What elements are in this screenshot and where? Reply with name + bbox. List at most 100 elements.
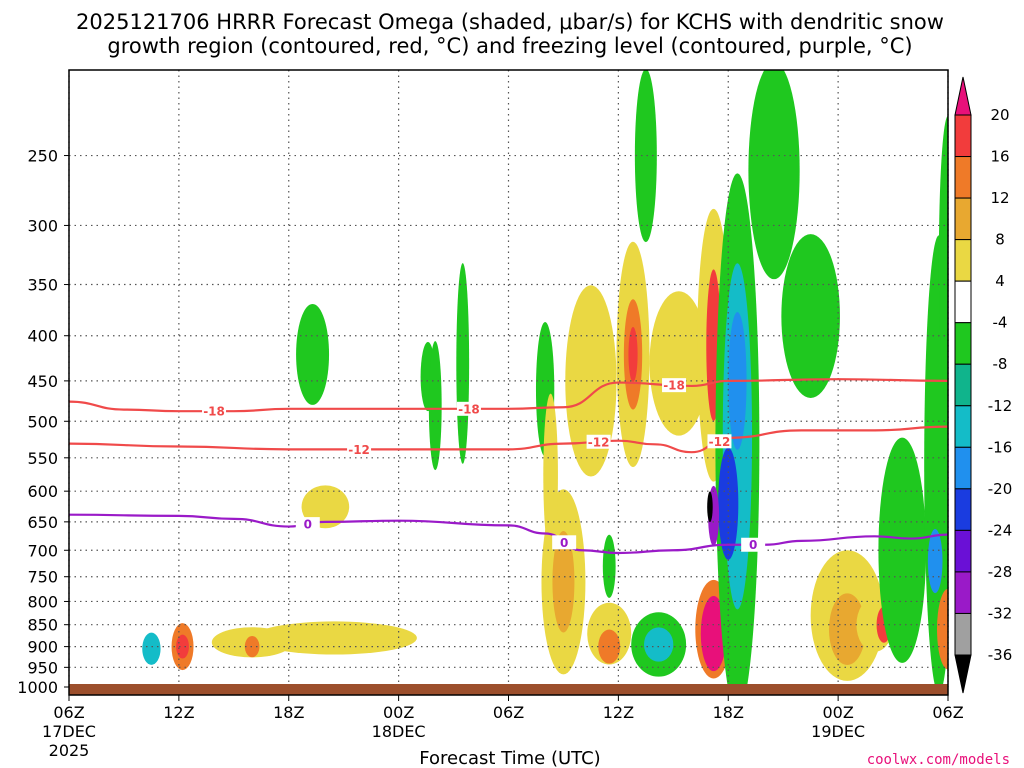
y-tick-label: 850: [27, 616, 58, 635]
chart-title-line-1: 2025121706 HRRR Forecast Omega (shaded, …: [76, 10, 944, 34]
x-tick-label: 18Z: [273, 703, 304, 722]
y-tick-label: 400: [27, 327, 58, 346]
x-tick-label: 18Z: [713, 703, 744, 722]
colorbar-label: -4: [993, 314, 1008, 332]
contour-label-bg: [295, 517, 320, 532]
y-tick-label: 350: [27, 276, 58, 295]
y-tick-label: 500: [27, 412, 58, 431]
colorbar-label: 8: [995, 231, 1005, 249]
gridlines: [68, 70, 949, 688]
colorbar-label: 12: [990, 189, 1009, 207]
colorbar-label: 16: [990, 148, 1009, 166]
credit-text: coolwx.com/models: [867, 752, 1010, 768]
contour-label-bg: [662, 378, 687, 393]
omega-blob: [634, 70, 657, 243]
omega-blob: [718, 447, 739, 560]
omega-blob: [296, 303, 330, 405]
omega-blob: [781, 234, 840, 398]
colorbar-bin: [954, 488, 972, 531]
contour-label: 0: [560, 536, 568, 550]
colorbar-bin: [954, 156, 972, 199]
omega-blob: [628, 327, 638, 382]
omega-blob: [707, 491, 713, 523]
contour-label: -12: [709, 435, 731, 449]
colorbar-label: -32: [988, 604, 1013, 622]
colorbar-bin: [954, 280, 972, 324]
contour-label: -12: [588, 435, 610, 449]
omega-blob: [543, 393, 558, 557]
y-tick-label: 450: [27, 372, 58, 391]
y-tick-label: 950: [27, 658, 58, 677]
colorbar-bottom-arrow: [954, 654, 972, 694]
y-tick-label: 300: [27, 216, 58, 235]
y-tick-label: 700: [27, 541, 58, 560]
contour-lines: -18 -18 -18 -12 -12 -12 0 0 0: [69, 378, 948, 555]
x-tick-label: 06Z: [53, 703, 84, 722]
y-tick-label: 600: [27, 482, 58, 501]
colorbar-label: -24: [988, 521, 1013, 539]
omega-blob: [602, 534, 616, 598]
colorbar-bin: [954, 322, 972, 365]
y-tick-label: 800: [27, 592, 58, 611]
colorbar-bin: [954, 197, 972, 241]
contour-label-bg: [741, 537, 766, 552]
x-tick-date-label: 18DEC: [372, 722, 426, 741]
colorbar-label: -20: [988, 480, 1013, 498]
colorbar-label: -12: [988, 397, 1013, 415]
omega-blob: [456, 263, 470, 464]
colorbar: 20 16 12 8 4 -4 -8 -12 -16 -20 -24 -28 -32 -36: [954, 76, 1013, 694]
y-tick-label: 750: [27, 568, 58, 587]
contour-label-bg: [202, 404, 227, 419]
contour-label-bg: [586, 434, 611, 449]
ground-surface: [69, 684, 948, 695]
y-axis: 250 300 350 400 450 500 550 600 650 700 750 800 850 9…: [17, 147, 69, 697]
contour-label: -12: [348, 443, 370, 457]
x-tick-label: 06Z: [493, 703, 524, 722]
y-tick-label: 650: [27, 513, 58, 532]
colorbar-label: -16: [988, 438, 1013, 456]
colorbar-bin: [954, 446, 972, 490]
x-tick-label: 06Z: [932, 703, 963, 722]
contour-label: -18: [458, 402, 480, 416]
omega-blob: [937, 588, 948, 670]
x-tick-date-label: 17DEC: [42, 722, 96, 741]
y-tick-label: 1000: [17, 678, 58, 697]
omega-blob: [428, 341, 442, 471]
omega-blob: [252, 621, 417, 655]
contour--18: [69, 378, 948, 413]
x-tick-date-label: 19DEC: [811, 722, 865, 741]
omega-shading: [142, 70, 948, 687]
x-axis-title: Forecast Time (UTC): [419, 748, 600, 768]
omega-blob: [644, 627, 674, 662]
x-tick-label: 00Z: [383, 703, 414, 722]
omega-blob: [748, 70, 800, 280]
x-tick-year-label: 2025: [49, 741, 90, 760]
x-tick-label: 12Z: [163, 703, 194, 722]
colorbar-bin: [954, 612, 972, 656]
colorbar-bin: [954, 363, 972, 407]
contour-label-bg: [552, 535, 577, 550]
colorbar-bin: [954, 239, 972, 282]
omega-blob: [927, 529, 943, 594]
omega-blob: [649, 291, 709, 436]
omega-blob: [700, 596, 727, 672]
colorbar-label: -36: [988, 646, 1013, 664]
colorbar-label: 20: [990, 106, 1009, 124]
colorbar-label: -28: [988, 563, 1013, 581]
omega-blob: [244, 635, 260, 658]
colorbar-label: -8: [993, 355, 1008, 373]
contour-label-bg: [347, 442, 372, 457]
contour-label: -18: [663, 379, 685, 393]
omega-blob: [938, 115, 948, 409]
contour-label-bg: [456, 401, 481, 416]
chart-title-line-2: growth region (contoured, red, °C) and f…: [107, 34, 912, 58]
x-tick-label: 12Z: [603, 703, 634, 722]
omega-blob: [565, 285, 617, 477]
colorbar-bin: [954, 405, 972, 448]
x-tick-label: 00Z: [822, 703, 853, 722]
y-tick-label: 900: [27, 638, 58, 657]
y-tick-label: 550: [27, 449, 58, 468]
omega-blob: [176, 634, 189, 659]
